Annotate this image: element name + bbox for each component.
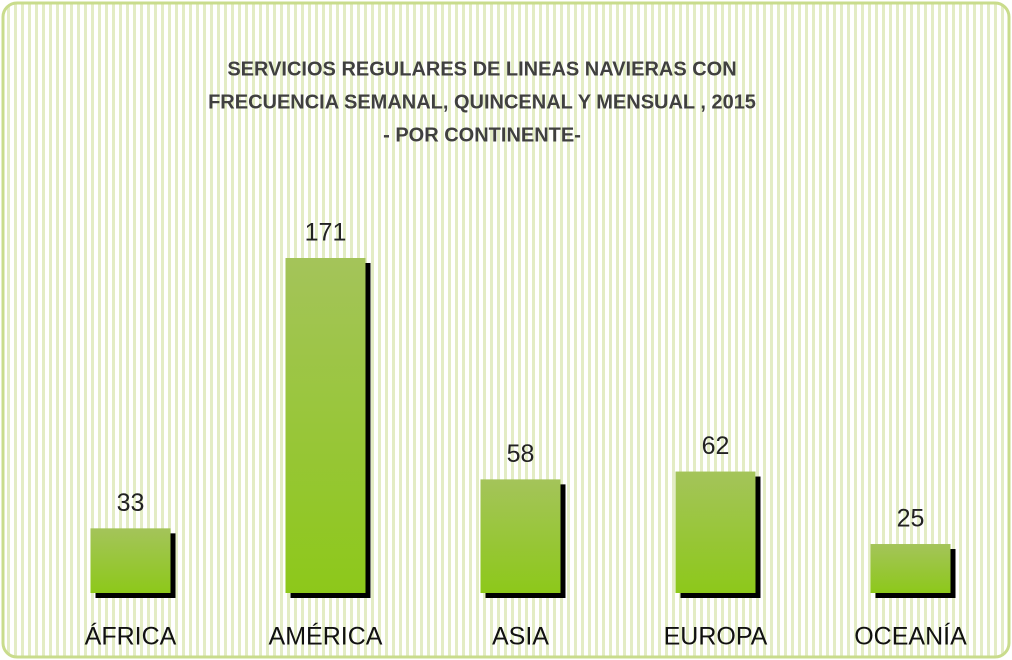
data-label: 25 xyxy=(897,505,925,533)
data-label: 62 xyxy=(702,432,730,460)
bar xyxy=(90,528,171,593)
plot-area: 33 ÁFRICA 171 AMÉRICA 58 ASIA 62 EUROPA 25 OCEANÍ… xyxy=(85,219,967,651)
x-tick-label: ÁFRICA xyxy=(85,622,177,651)
data-label: 171 xyxy=(305,219,347,247)
title-group: SERVICIOS REGULARES DE LINEAS NAVIERAS C… xyxy=(208,58,756,146)
x-tick-label: OCEANÍA xyxy=(854,622,967,651)
x-tick-label: AMÉRICA xyxy=(269,622,383,651)
bar xyxy=(285,258,366,593)
x-tick-label: ASIA xyxy=(492,623,549,651)
data-label: 33 xyxy=(117,489,145,517)
bar xyxy=(480,479,561,593)
bar xyxy=(870,544,951,593)
chart-title: SERVICIOS REGULARES DE LINEAS NAVIERAS C… xyxy=(227,58,736,80)
chart-title: - POR CONTINENTE- xyxy=(383,124,581,146)
data-label: 58 xyxy=(507,440,535,468)
bar xyxy=(675,471,756,593)
chart-title: FRECUENCIA SEMANAL, QUINCENAL Y MENSUAL … xyxy=(208,91,756,113)
x-tick-label: EUROPA xyxy=(664,623,768,651)
